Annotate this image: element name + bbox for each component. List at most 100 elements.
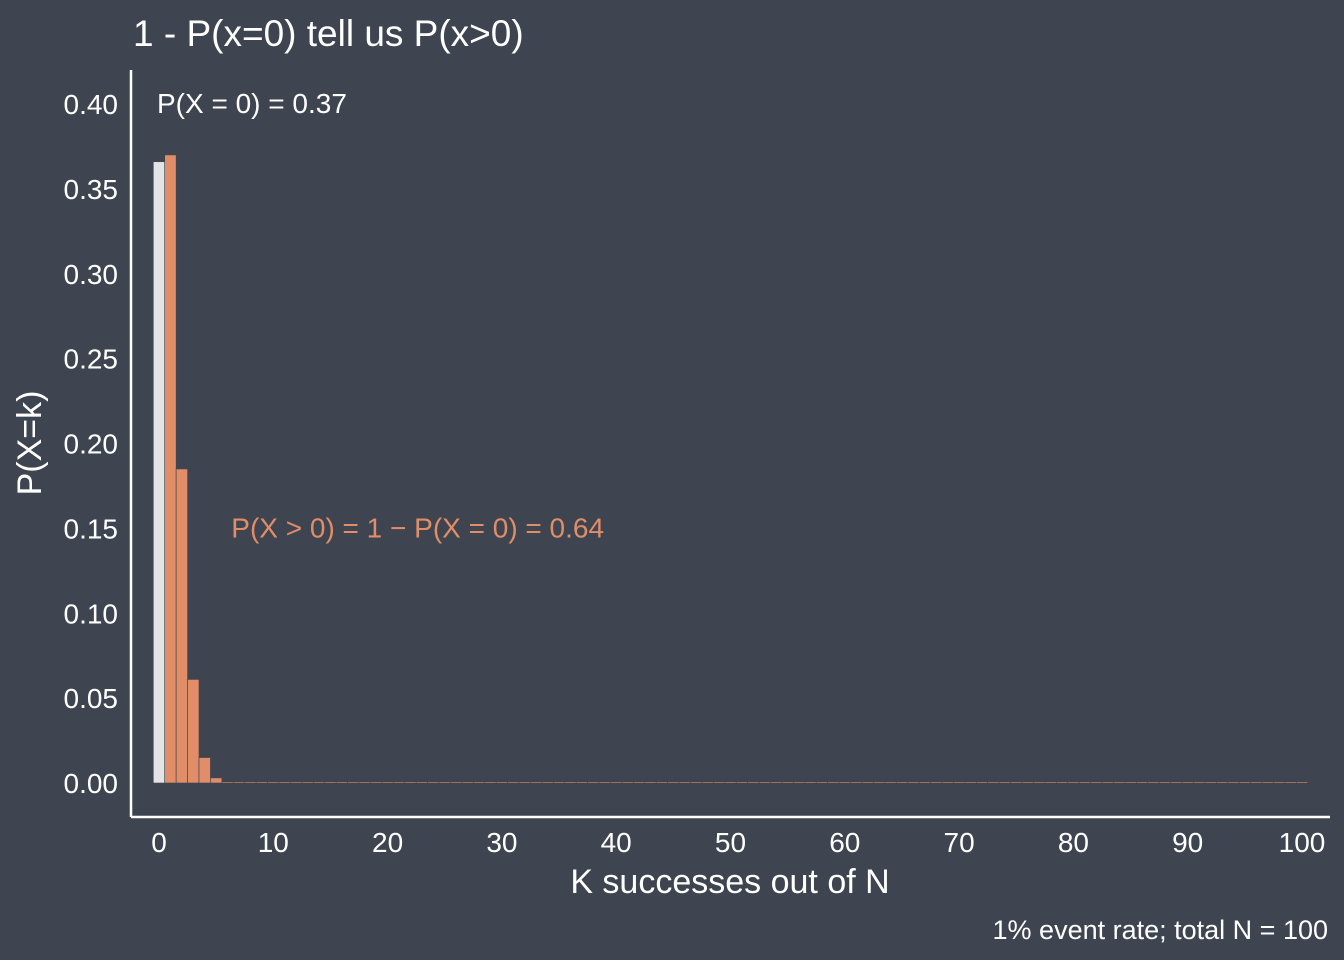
bar-k-40: [610, 781, 623, 784]
bar-k-86: [1135, 781, 1148, 784]
bar-k-88: [1158, 781, 1171, 784]
y-tick-label: 0.35: [64, 174, 119, 205]
bar-k-37: [575, 781, 588, 784]
bar-k-36: [564, 781, 577, 784]
x-tick-label: 100: [1279, 827, 1326, 858]
bar-k-24: [427, 781, 440, 784]
bar-k-81: [1078, 781, 1091, 784]
bar-k-60: [838, 781, 851, 784]
bar-k-13: [301, 781, 314, 784]
bar-k-75: [1010, 781, 1023, 784]
x-tick-label: 80: [1058, 827, 1089, 858]
bar-k-72: [975, 781, 988, 784]
annotation-p-zero: P(X = 0) = 0.37: [157, 88, 347, 119]
bar-k-93: [1215, 781, 1229, 784]
annotations: P(X = 0) = 0.37 P(X > 0) = 1 − P(X = 0) =…: [157, 88, 604, 543]
bar-k-50: [724, 781, 737, 784]
y-tick-labels: 0.00 0.05 0.10 0.15 0.20 0.25 0.30 0.35 0.40: [64, 89, 119, 799]
y-tick-label: 0.40: [64, 89, 119, 120]
bar-k-54: [770, 781, 783, 784]
bar-k-95: [1238, 781, 1251, 784]
bar-k-12: [290, 781, 303, 784]
x-tick-label: 70: [944, 827, 975, 858]
x-axis-label: K successes out of N: [570, 863, 889, 901]
bar-k-66: [907, 781, 920, 784]
bar-k-27: [461, 781, 474, 784]
bar-k-47: [690, 781, 703, 784]
bar-k-6: [221, 781, 234, 784]
bar-k-7: [232, 781, 246, 784]
x-tick-label: 60: [829, 827, 860, 858]
bar-k-39: [598, 781, 611, 784]
bar-k-11: [278, 781, 291, 784]
bar-k-64: [884, 781, 897, 784]
bar-k-82: [1090, 781, 1103, 784]
bar-k-78: [1044, 781, 1057, 784]
bar-k-5: [210, 777, 223, 784]
bar-k-41: [621, 781, 634, 784]
y-tick-label: 0.10: [64, 598, 119, 629]
bar-k-15: [324, 781, 337, 784]
y-tick-label: 0.30: [64, 259, 119, 290]
bar-k-51: [735, 781, 748, 784]
y-axis-label: P(X=k): [11, 391, 49, 496]
bar-k-85: [1124, 781, 1137, 784]
bar-k-90: [1181, 781, 1194, 784]
bar-k-43: [644, 781, 657, 784]
x-tick-label: 30: [486, 827, 517, 858]
bar-k-48: [701, 781, 714, 784]
bar-k-87: [1147, 781, 1160, 784]
bar-k-55: [781, 781, 794, 784]
x-tick-label: 90: [1172, 827, 1203, 858]
bar-k-67: [918, 781, 931, 784]
bar-k-45: [667, 781, 680, 784]
bar-k-28: [473, 781, 486, 784]
bar-k-21: [393, 781, 406, 784]
chart-caption: 1% event rate; total N = 100: [993, 915, 1328, 945]
x-tick-labels: 0 10 20 30 40 50 60 70 80 90 100: [151, 827, 1325, 858]
y-tick-label: 0.20: [64, 429, 119, 460]
bar-k-89: [1170, 781, 1183, 784]
bar-k-30: [495, 781, 508, 784]
bar-k-99: [1284, 781, 1297, 784]
bar-k-2: [175, 468, 188, 784]
bar-k-19: [370, 781, 383, 784]
bar-k-4: [198, 757, 211, 784]
y-tick-label: 0.05: [64, 683, 119, 714]
bar-k-33: [530, 781, 543, 784]
bar-k-18: [358, 781, 371, 784]
bar-k-65: [895, 781, 908, 784]
bar-k-97: [1261, 781, 1274, 784]
bar-k-26: [450, 781, 463, 784]
bar-k-35: [553, 781, 566, 784]
bar-k-71: [964, 781, 977, 784]
bar-k-79: [1055, 781, 1068, 784]
bar-k-73: [987, 781, 1000, 784]
x-tick-label: 50: [715, 827, 746, 858]
bar-k-68: [930, 781, 943, 784]
bar-k-62: [861, 781, 874, 784]
bar-k-53: [758, 781, 771, 784]
bar-k-92: [1204, 781, 1217, 784]
bar-k-49: [713, 781, 726, 784]
bar-k-84: [1113, 781, 1126, 784]
bar-k-100: [1295, 781, 1309, 784]
bar-k-20: [381, 781, 394, 784]
bar-k-17: [347, 781, 360, 784]
bar-k-32: [518, 781, 531, 784]
bar-k-42: [633, 781, 646, 784]
bar-k-83: [1101, 781, 1114, 784]
bar-k-96: [1250, 781, 1263, 784]
bar-k-59: [827, 781, 840, 784]
bar-k-91: [1193, 781, 1206, 784]
bar-k-74: [998, 781, 1011, 784]
bar-k-31: [507, 781, 520, 784]
bar-k-94: [1227, 781, 1240, 784]
bar-k-14: [313, 781, 326, 784]
bar-k-80: [1067, 781, 1080, 784]
bar-k-61: [850, 781, 863, 784]
bar-k-57: [804, 781, 817, 784]
x-tick-label: 40: [601, 827, 632, 858]
x-tick-label: 0: [151, 827, 167, 858]
